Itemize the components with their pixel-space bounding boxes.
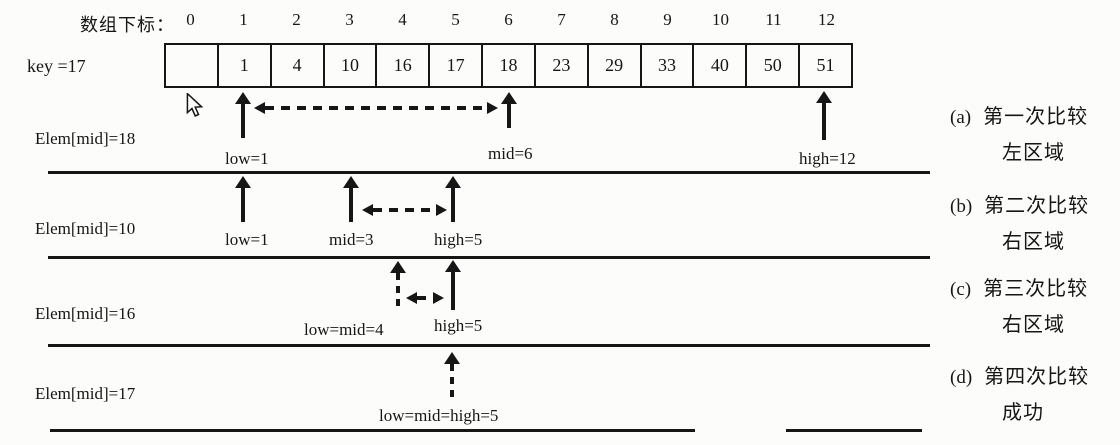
- step-c-lowmid-arrow-icon: [390, 261, 406, 308]
- index-label-5: 5: [451, 10, 460, 29]
- separator-line-b: [48, 256, 930, 259]
- array-cell-5: 17: [428, 45, 481, 86]
- separator-line-c: [48, 344, 930, 347]
- array: 1 4 10 16 17 18 23 29 33 40 50 51: [164, 43, 853, 88]
- step-b-high-arrow-icon: [445, 176, 461, 222]
- step-a-mid-label: mid=6: [488, 144, 533, 163]
- bottom-line-left-segment: [50, 429, 695, 432]
- key-label: key =17: [27, 56, 86, 76]
- step-b-range-arrow-icon: [362, 203, 447, 216]
- step-c-elem-label: Elem[mid]=16: [35, 304, 136, 323]
- step-c-caption-marker: (c): [950, 279, 972, 300]
- index-label-1: 1: [239, 10, 248, 29]
- array-cell-9: 33: [639, 45, 693, 86]
- array-cell-2: 4: [269, 45, 323, 86]
- step-b-mid-label: mid=3: [329, 230, 374, 249]
- step-d-caption: (d) 第四次比较 成功: [950, 360, 1089, 425]
- index-label-7: 7: [557, 10, 566, 29]
- step-c-high-label: high=5: [434, 316, 483, 335]
- step-b-mid-arrow-icon: [343, 176, 359, 222]
- array-index-header-label: 数组下标：: [80, 15, 175, 35]
- step-a-caption-line1: 第一次比较: [983, 106, 1089, 128]
- step-c-caption: (c) 第三次比较 右区域: [950, 272, 1088, 337]
- index-label-10: 10: [712, 10, 729, 29]
- step-a-low-label: low=1: [225, 149, 269, 168]
- step-a-range-arrow-icon: [254, 101, 498, 114]
- step-c-range-arrow-icon: [406, 291, 444, 304]
- separator-line-a: [48, 171, 930, 174]
- step-a-high-arrow-icon: [816, 91, 832, 140]
- bottom-line-right-segment: [786, 429, 922, 432]
- index-label-9: 9: [663, 10, 672, 29]
- step-b-low-arrow-icon: [235, 176, 251, 222]
- array-cell-7: 23: [533, 45, 587, 86]
- step-a-low-arrow-icon: [235, 92, 251, 138]
- index-label-8: 8: [610, 10, 619, 29]
- step-a-elem-label: Elem[mid]=18: [35, 129, 136, 148]
- index-label-11: 11: [765, 10, 782, 29]
- step-c-lowmid-label: low=mid=4: [304, 320, 384, 339]
- step-d-all-arrow-icon: [444, 352, 460, 402]
- step-b-caption: (b) 第二次比较 右区域: [950, 189, 1089, 254]
- step-d-caption-line1: 第四次比较: [984, 366, 1090, 388]
- step-b-high-label: high=5: [434, 230, 483, 249]
- step-b-caption-marker: (b): [950, 196, 973, 217]
- index-label-12: 12: [818, 10, 835, 29]
- array-cell-4: 16: [375, 45, 428, 86]
- step-d-elem-label: Elem[mid]=17: [35, 384, 136, 403]
- step-a-caption: (a) 第一次比较 左区域: [950, 100, 1088, 165]
- step-a-caption-line2: 左区域: [1002, 142, 1065, 164]
- mouse-cursor-icon: [186, 93, 204, 117]
- array-cell-0: [166, 45, 217, 86]
- index-label-0: 0: [186, 10, 195, 29]
- index-label-6: 6: [504, 10, 513, 29]
- index-label-3: 3: [345, 10, 354, 29]
- array-cell-8: 29: [586, 45, 640, 86]
- array-cell-10: 40: [692, 45, 745, 86]
- step-a-high-label: high=12: [799, 149, 856, 168]
- step-d-all-label: low=mid=high=5: [379, 406, 499, 425]
- step-c-high-arrow-icon: [445, 260, 461, 310]
- step-a-mid-arrow-icon: [501, 92, 517, 128]
- array-cell-12: 51: [798, 45, 851, 86]
- step-c-caption-line2: 右区域: [1002, 314, 1065, 336]
- array-cell-3: 10: [322, 45, 376, 86]
- array-cell-11: 50: [745, 45, 798, 86]
- step-b-caption-line2: 右区域: [1002, 231, 1065, 253]
- step-b-elem-label: Elem[mid]=10: [35, 219, 136, 238]
- step-b-caption-line1: 第二次比较: [984, 195, 1090, 217]
- step-b-low-label: low=1: [225, 230, 269, 249]
- step-d-caption-marker: (d): [950, 367, 973, 388]
- step-c-caption-line1: 第三次比较: [983, 278, 1089, 300]
- array-cell-1: 1: [216, 45, 270, 86]
- index-label-2: 2: [292, 10, 301, 29]
- array-cell-6: 18: [481, 45, 534, 86]
- index-label-4: 4: [398, 10, 407, 29]
- step-d-caption-line2: 成功: [1002, 402, 1044, 424]
- step-a-caption-marker: (a): [950, 107, 972, 128]
